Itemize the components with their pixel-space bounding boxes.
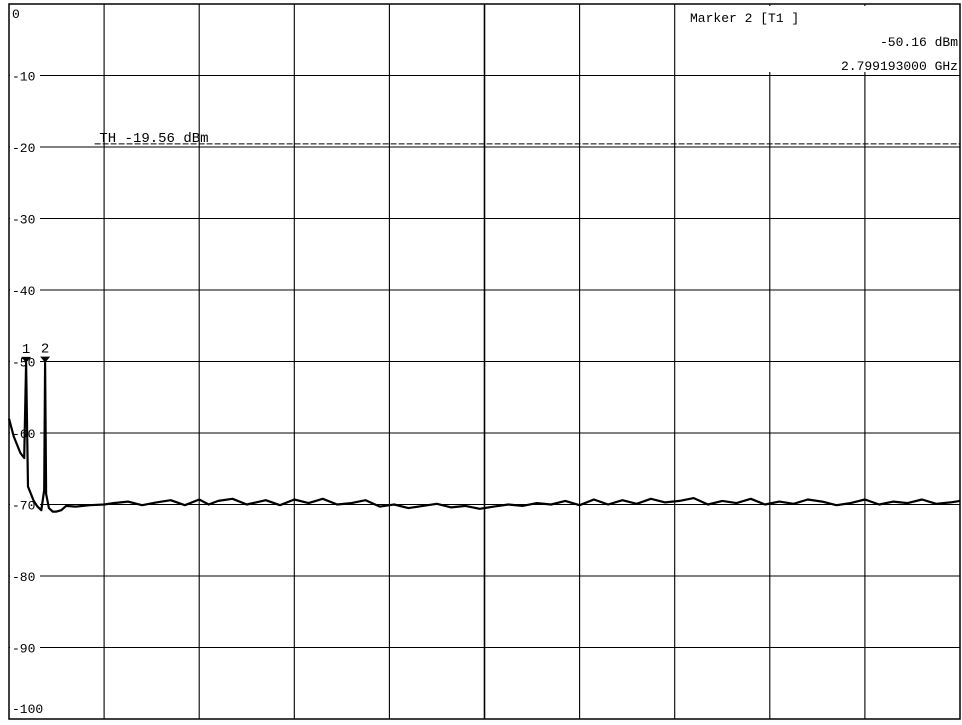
y-tick-label: -100: [12, 702, 43, 717]
y-tick-label-bg: [10, 570, 40, 584]
y-tick-label: -30: [12, 213, 35, 228]
marker-readout-level: -50.16 dBm: [880, 35, 958, 50]
y-tick-label: -20: [12, 141, 35, 156]
y-tick-label-bg: [10, 641, 40, 656]
marker-readout-frequency: 2.799193000 GHz: [841, 59, 958, 74]
y-tick-label: -50: [12, 356, 35, 371]
spectrum-trace: [7, 361, 961, 513]
y-tick-label-bg: [10, 7, 24, 21]
y-tick-label: -90: [12, 642, 35, 657]
marker-label: 2: [41, 342, 49, 358]
grid: [9, 4, 960, 719]
y-tick-label-bg: [10, 69, 40, 84]
y-tick-label-bg: [10, 702, 48, 716]
marker-triangle: [21, 356, 32, 363]
y-tick-label: 0: [12, 7, 20, 22]
marker-label: 1: [22, 342, 30, 358]
y-axis-labels: 0-10-20-30-40-50-60-70-80-90-100: [10, 7, 48, 717]
y-tick-label-bg: [10, 284, 40, 298]
marker-triangle: [40, 356, 51, 363]
y-tick-label-bg: [10, 355, 40, 370]
marker-readout: Marker 2 [T1 ] -50.16 dBm 2.799193000 GH…: [690, 6, 958, 74]
threshold-label: TH -19.56 dBm: [99, 131, 208, 147]
y-tick-label-bg: [10, 141, 40, 155]
y-tick-label-bg: [10, 212, 40, 227]
y-tick-label-bg: [10, 498, 40, 513]
y-tick-label: -40: [12, 284, 35, 299]
y-tick-label: -80: [12, 570, 35, 585]
y-tick-label: -70: [12, 499, 35, 514]
y-tick-label: -10: [12, 70, 35, 85]
marker-readout-title: Marker 2 [T1 ]: [690, 11, 799, 26]
